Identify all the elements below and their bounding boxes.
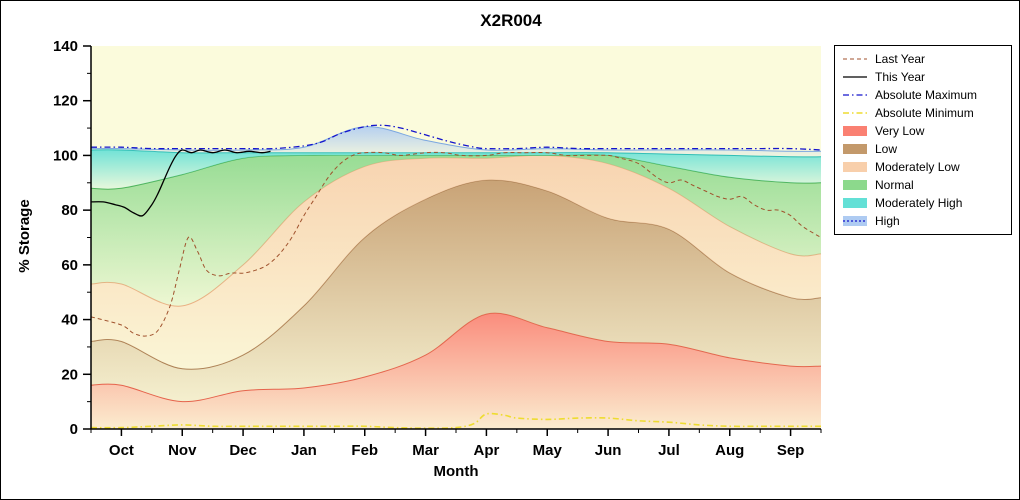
line-absolute-maximum: [91, 124, 821, 151]
legend-swatch-box: [843, 144, 867, 154]
legend-swatch-line: [843, 58, 867, 60]
line-this-year: [91, 149, 271, 217]
band-low: [91, 179, 821, 402]
x-axis-label: Month: [433, 463, 479, 480]
legend-swatch-line: [843, 76, 867, 78]
x-tick-label: Jan: [291, 442, 317, 459]
legend-swatch-box: [843, 126, 867, 136]
x-tick-label: Jul: [658, 442, 680, 459]
y-tick-label: 40: [61, 312, 78, 329]
y-tick-label: 100: [53, 147, 78, 164]
y-tick-label: 80: [61, 202, 78, 219]
x-tick-label: Nov: [168, 442, 197, 459]
legend-label: Absolute Maximum: [875, 88, 978, 102]
band-moderately-low: [91, 155, 821, 370]
x-tick-label: Dec: [229, 442, 257, 459]
y-tick-label: 20: [61, 366, 78, 383]
legend-swatch-box: [843, 198, 867, 208]
band-high: [91, 126, 821, 157]
y-axis-label: % Storage: [16, 199, 33, 273]
y-tick-label: 0: [70, 421, 78, 438]
legend-label: High: [875, 214, 900, 228]
band-line-high: [91, 126, 821, 152]
band-normal: [91, 154, 821, 307]
legend-swatch-box: [843, 180, 867, 190]
legend-swatch-box: [843, 216, 867, 226]
legend-swatch-line: [843, 94, 867, 96]
legend-label: Moderately Low: [875, 160, 960, 174]
x-tick-label: Jun: [595, 442, 622, 459]
x-tick-label: Apr: [473, 442, 499, 459]
band-moderately-high: [91, 149, 821, 190]
legend-item-high: High: [842, 213, 1004, 229]
legend-item-low: Low: [842, 141, 1004, 157]
legend-item-moderately-low: Moderately Low: [842, 159, 1004, 175]
legend-label: This Year: [875, 70, 926, 84]
legend-item-normal: Normal: [842, 177, 1004, 193]
chart-title: X2R004: [480, 11, 542, 30]
legend-item-this-year: This Year: [842, 69, 1004, 85]
legend-label: Absolute Minimum: [875, 106, 974, 120]
plot-area: [91, 124, 821, 429]
y-tick-label: 120: [53, 93, 78, 110]
band-very-low: [91, 313, 821, 429]
x-tick-label: Aug: [715, 442, 744, 459]
legend-label: Last Year: [875, 52, 926, 66]
y-tick-label: 140: [53, 38, 78, 55]
legend-label: Normal: [875, 178, 914, 192]
legend-item-very-low: Very Low: [842, 123, 1004, 139]
legend-item-absolute-minimum: Absolute Minimum: [842, 105, 1004, 121]
x-tick-label: May: [533, 442, 563, 459]
x-tick-label: Feb: [351, 442, 378, 459]
legend-item-moderately-high: Moderately High: [842, 195, 1004, 211]
legend-item-last-year: Last Year: [842, 51, 1004, 67]
legend-item-absolute-maximum: Absolute Maximum: [842, 87, 1004, 103]
line-absolute-minimum: [91, 412, 821, 429]
y-tick-label: 60: [61, 257, 78, 274]
legend-label: Very Low: [875, 124, 925, 138]
x-tick-label: Sep: [777, 442, 805, 459]
x-tick-label: Mar: [412, 442, 439, 459]
legend-label: Low: [875, 142, 898, 156]
legend-swatch-line: [843, 112, 867, 114]
legend-swatch-box: [843, 162, 867, 172]
legend-label: Moderately High: [875, 196, 963, 210]
x-tick-label: Oct: [109, 442, 134, 459]
legend: Last Year This Year Absolute Maximum Absolu…: [834, 45, 1012, 235]
